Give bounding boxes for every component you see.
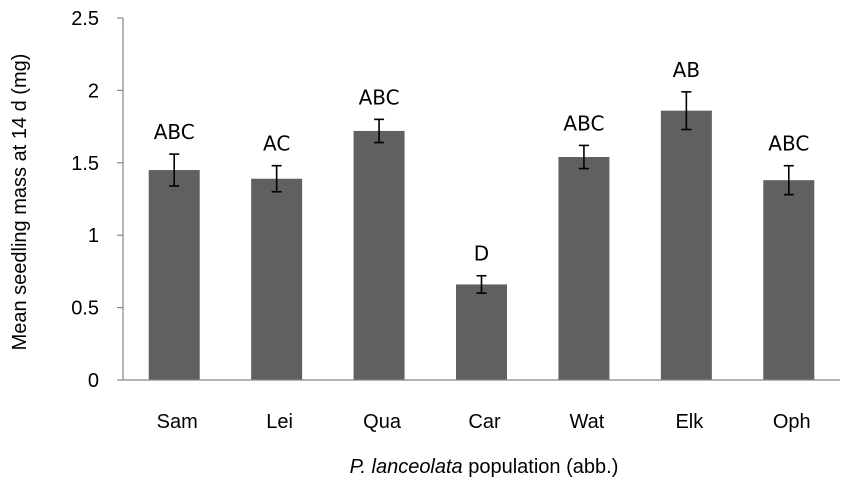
significance-label: ABC (768, 132, 809, 156)
significance-label: ABC (359, 85, 400, 109)
x-tick-label: Lei (266, 411, 293, 433)
y-axis-title: Mean seedling mass at 14 d (mg) (9, 54, 31, 351)
y-tick-label: 2.5 (71, 8, 99, 30)
x-tick-label: Wat (570, 411, 605, 433)
x-axis-category-labels: Sam Lei Qua Car Wat Elk Oph (157, 411, 811, 433)
significance-label: ABC (154, 120, 195, 144)
bar (251, 178, 303, 380)
significance-label: AC (263, 132, 290, 156)
bar (148, 170, 200, 380)
bar (456, 284, 507, 380)
y-axis-ticks: 0 0.5 1 1.5 2 2.5 (71, 8, 123, 392)
bar (558, 157, 610, 380)
x-axis-title: P. lanceolata population (abb.) (350, 456, 619, 478)
x-axis-title-rest: population (abb.) (463, 456, 619, 478)
error-bars (169, 91, 794, 294)
x-tick-label: Qua (363, 411, 402, 433)
y-tick-label: 0.5 (71, 298, 99, 320)
bars (148, 110, 815, 380)
y-tick-label: 0 (88, 370, 99, 392)
significance-labels: ABC AC ABC D ABC AB ABC (154, 58, 810, 266)
bar (353, 130, 405, 380)
x-tick-label: Oph (773, 411, 811, 433)
significance-label: AB (673, 58, 700, 82)
x-tick-label: Elk (675, 411, 704, 433)
x-tick-label: Sam (157, 411, 198, 433)
y-tick-label: 2 (88, 80, 99, 102)
y-tick-label: 1.5 (71, 153, 99, 175)
bar (763, 180, 815, 380)
bar (660, 110, 712, 380)
significance-label: D (474, 242, 489, 266)
significance-label: ABC (563, 111, 604, 135)
x-axis-title-italic: P. lanceolata (350, 456, 463, 478)
y-tick-label: 1 (88, 225, 99, 247)
x-tick-label: Car (468, 411, 501, 433)
